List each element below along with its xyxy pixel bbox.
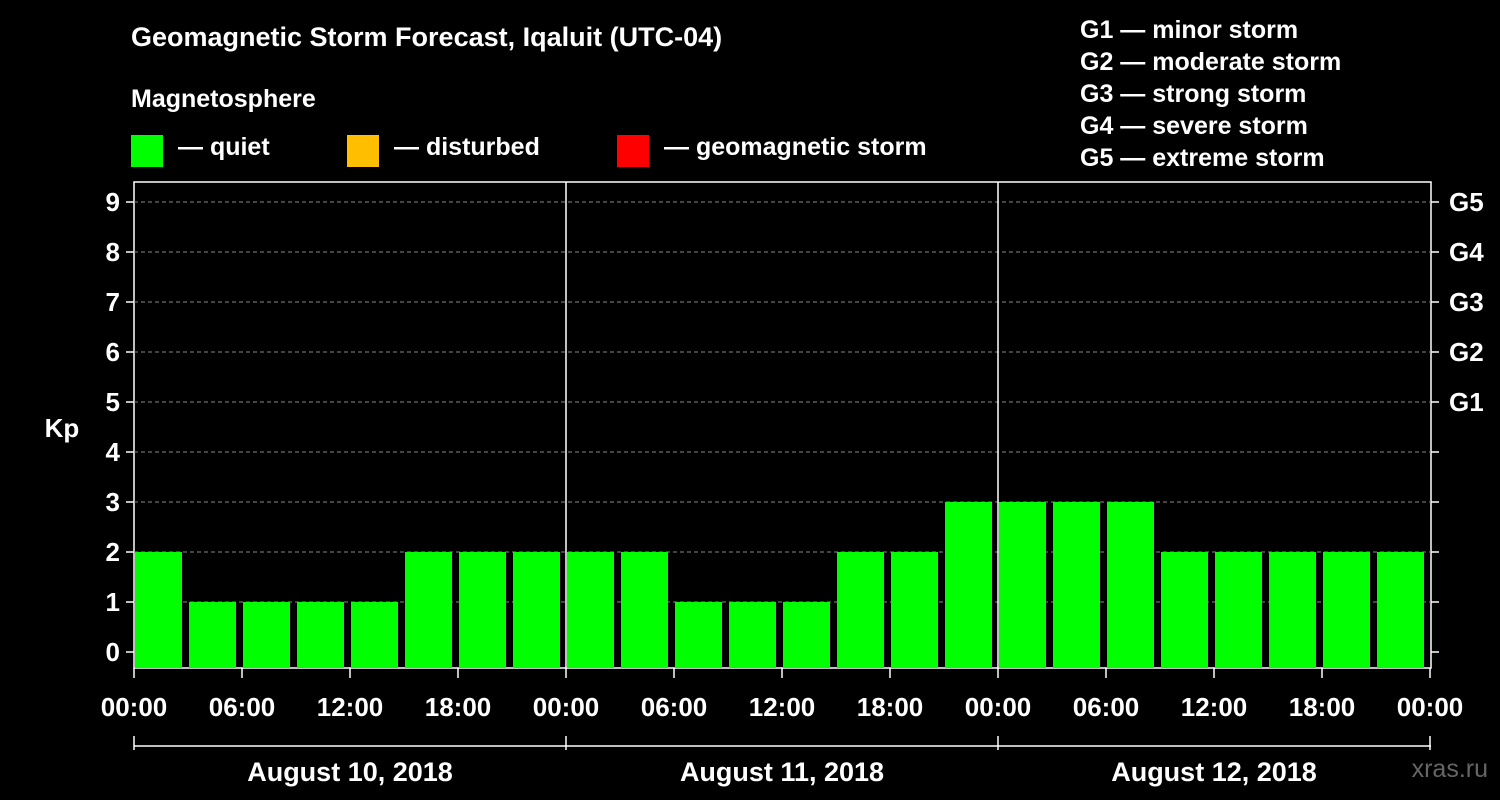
g-scale-item: G1 — minor storm [1080,16,1299,44]
day-label: August 12, 2018 [1111,757,1317,787]
y-tick-label: 0 [106,637,120,667]
x-tick-label: 06:00 [209,692,276,722]
kp-bar [1323,552,1370,668]
kp-bar [459,552,506,668]
legend-label-disturbed: — disturbed [394,133,540,161]
legend-swatch-disturbed [347,135,379,167]
y-tick-label: 5 [106,387,120,417]
chart-title: Geomagnetic Storm Forecast, Iqaluit (UTC… [131,22,723,52]
day-label: August 10, 2018 [247,757,453,787]
watermark: xras.ru [1411,755,1488,783]
y-axis-label: Kp [45,413,80,443]
kp-bar [1053,502,1100,668]
legend-label-storm: — geomagnetic storm [664,133,927,161]
y-tick-label: 1 [106,587,120,617]
legend-swatch-storm [617,135,649,167]
kp-bar [1215,552,1262,668]
kp-bar [891,552,938,668]
y-tick-label: 2 [106,537,120,567]
y-tick-label: 3 [106,487,120,517]
g-scale-tick-label: G1 [1449,387,1484,417]
x-tick-label: 18:00 [425,692,492,722]
g-scale-tick-label: G2 [1449,337,1484,367]
kp-bar [999,502,1046,668]
kp-bar [351,602,398,668]
kp-bar [675,602,722,668]
g-scale-tick-label: G4 [1449,237,1484,267]
x-tick-label: 12:00 [1181,692,1248,722]
chart-subtitle: Magnetosphere [131,85,316,113]
kp-bar [405,552,452,668]
g-scale-item: G5 — extreme storm [1080,144,1325,172]
x-tick-label: 06:00 [641,692,708,722]
x-tick-label: 12:00 [317,692,384,722]
y-tick-label: 8 [106,237,120,267]
y-tick-label: 7 [106,287,120,317]
g-scale-item: G4 — severe storm [1080,112,1308,140]
g-scale-tick-label: G5 [1449,187,1484,217]
kp-bar [945,502,992,668]
x-tick-label: 12:00 [749,692,816,722]
x-tick-label: 06:00 [1073,692,1140,722]
kp-bar [1269,552,1316,668]
kp-bar [243,602,290,668]
kp-bar [297,602,344,668]
y-tick-label: 6 [106,337,120,367]
kp-bar [1377,552,1424,668]
g-scale-tick-label: G3 [1449,287,1484,317]
legend-label-quiet: — quiet [178,133,270,161]
x-tick-label: 00:00 [101,692,168,722]
y-tick-label: 9 [106,187,120,217]
x-tick-label: 00:00 [965,692,1032,722]
kp-bar [1107,502,1154,668]
y-tick-label: 4 [106,437,121,467]
kp-bar [621,552,668,668]
legend-swatch-quiet [131,135,163,167]
kp-bar [135,552,182,668]
g-scale-item: G2 — moderate storm [1080,48,1342,76]
x-tick-label: 18:00 [1289,692,1356,722]
kp-bar [837,552,884,668]
x-tick-label: 00:00 [1397,692,1464,722]
kp-bar [729,602,776,668]
day-label: August 11, 2018 [680,757,884,787]
g-scale-item: G3 — strong storm [1080,80,1307,108]
x-tick-label: 00:00 [533,692,600,722]
kp-bar [189,602,236,668]
kp-bar [567,552,614,668]
kp-bar [783,602,830,668]
x-tick-label: 18:00 [857,692,924,722]
kp-bar [1161,552,1208,668]
kp-bar [513,552,560,668]
